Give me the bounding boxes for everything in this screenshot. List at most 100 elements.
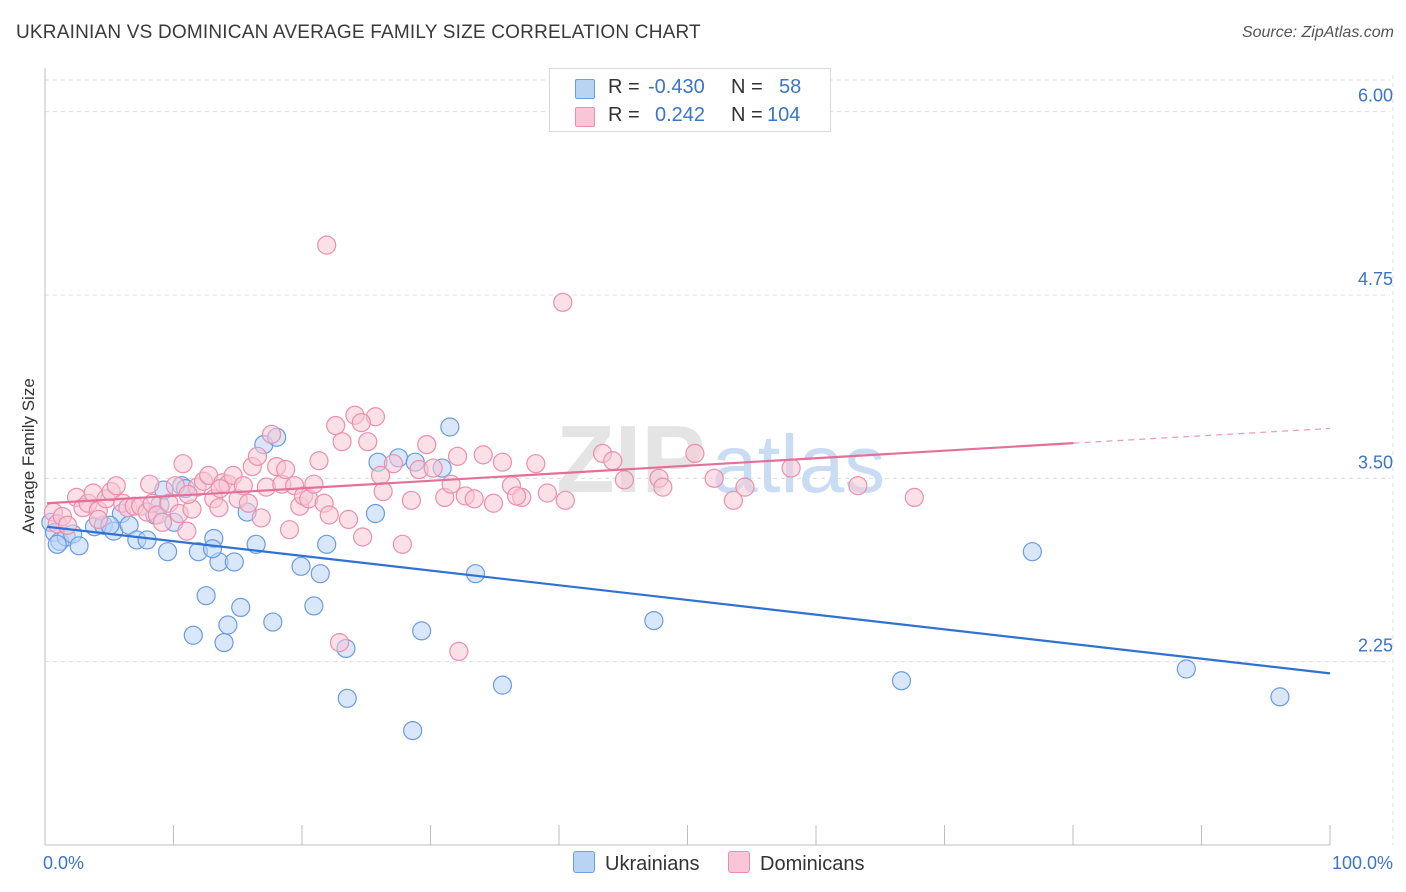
ukrainian-point <box>214 632 234 653</box>
dominican-point <box>492 452 513 472</box>
legend-n-label: N = <box>731 76 763 98</box>
dominican-point <box>209 498 229 518</box>
dominicans-legend-label: Dominicans <box>760 853 865 875</box>
y-tick-label: 4.75 <box>1358 269 1393 289</box>
ukrainian-point <box>317 534 337 554</box>
dominican-point <box>238 493 259 513</box>
dominican-point <box>417 435 437 455</box>
dominican-trend-line <box>46 442 1074 505</box>
y-axis-label: Average Family Size <box>19 378 38 534</box>
dominican-point <box>483 493 504 513</box>
ukrainian-point <box>310 564 330 584</box>
dominican-point <box>304 474 324 494</box>
dominican-point <box>447 446 468 466</box>
ukrainian-point <box>412 621 432 641</box>
dominican-point <box>317 235 337 255</box>
dominican-point <box>247 446 268 466</box>
chart-title: UKRAINIAN VS DOMINICAN AVERAGE FAMILY SI… <box>16 22 701 43</box>
chart-source: Source: ZipAtlas.com <box>1241 24 1394 41</box>
ukrainian-point <box>1176 659 1196 679</box>
dominican-point <box>177 521 197 541</box>
dominican-point <box>723 490 744 510</box>
dominican-point <box>848 476 868 496</box>
dominican-point <box>904 487 924 507</box>
ukrainian-point <box>196 586 216 606</box>
y-tick-label: 6.00 <box>1358 86 1393 106</box>
ukrainian-point <box>291 556 311 576</box>
dominican-point <box>358 432 378 452</box>
dominicans-swatch-icon <box>575 107 595 127</box>
dominican-point <box>251 508 271 528</box>
ukrainian-point <box>304 596 324 616</box>
dominican-point <box>383 454 404 474</box>
dominican-point <box>735 477 755 497</box>
watermark-zip: ZIP <box>556 406 705 513</box>
ukrainian-point <box>231 597 251 618</box>
ukrainian-point <box>1022 542 1042 562</box>
dominican-trend-extension <box>1073 427 1331 444</box>
dominican-point <box>781 458 801 478</box>
ukrainian-point <box>1270 687 1290 707</box>
y-tick-label: 2.25 <box>1358 636 1393 656</box>
dominican-point <box>233 476 253 496</box>
dominican-point <box>704 468 724 488</box>
ukrainian-point <box>891 671 912 691</box>
legend-r-value: -0.430 <box>648 76 705 98</box>
ukrainian-point <box>403 720 423 741</box>
ukrainians-legend-icon <box>573 851 595 873</box>
dominican-point <box>373 481 393 502</box>
correlation-legend: R = -0.430 N = 58 R = 0.242 N = 104 <box>549 68 831 132</box>
dominican-point <box>603 451 623 471</box>
bottom-legend-ukrainians: Ukrainians <box>573 851 699 876</box>
axes-layer: 2.25 3.50 4.75 6.00 <box>44 68 1393 846</box>
dominican-point <box>506 486 527 506</box>
bottom-legend-dominicans: Dominicans <box>728 851 864 876</box>
dominican-point <box>173 454 193 474</box>
dominican-point <box>526 454 546 474</box>
dominican-point <box>210 479 230 499</box>
ukrainian-trend-line <box>46 525 1331 675</box>
dominican-point <box>326 415 346 436</box>
legend-n-value: 58 <box>779 76 802 98</box>
dominican-point <box>329 632 350 653</box>
dominican-point <box>152 512 173 532</box>
dominican-point <box>332 432 352 452</box>
ukrainian-point <box>158 542 178 562</box>
dominican-point <box>614 470 634 490</box>
ukrainian-point <box>246 534 266 554</box>
dominican-point <box>653 477 673 497</box>
ukrainian-point <box>263 612 283 632</box>
ukrainians-legend-label: Ukrainians <box>605 853 700 875</box>
dominican-point <box>553 292 573 312</box>
ukrainian-point <box>69 536 89 556</box>
dominican-point <box>353 527 373 547</box>
dominican-point <box>555 490 575 510</box>
legend-row-dominicans: R = 0.242 N = 104 <box>550 100 830 130</box>
dominican-point <box>537 483 557 503</box>
dominican-point <box>351 413 371 433</box>
ukrainian-point <box>440 417 460 437</box>
legend-r-label: R = <box>608 76 640 98</box>
dominican-point <box>473 445 493 465</box>
ukrainian-point <box>644 610 664 631</box>
ukrainian-point <box>183 625 203 645</box>
trend-layer <box>46 427 1331 675</box>
dominican-point <box>392 534 412 554</box>
dominican-point <box>319 505 339 525</box>
legend-r-label: R = <box>608 104 640 126</box>
x-tick-label-0: 0.0% <box>43 853 84 873</box>
ukrainian-point <box>202 539 223 559</box>
ukrainian-point <box>218 615 238 635</box>
ukrainian-point <box>465 564 486 584</box>
ukrainian-point <box>337 688 357 708</box>
dominican-point <box>88 509 108 530</box>
x-tick-label-100: 100.0% <box>1332 853 1393 873</box>
dominican-point <box>401 490 421 510</box>
dominican-point <box>279 520 300 540</box>
dominican-point <box>464 489 484 509</box>
dominican-point <box>685 443 705 463</box>
dominican-point <box>449 641 469 662</box>
dominican-point <box>57 515 78 535</box>
legend-r-value: 0.242 <box>655 104 706 126</box>
